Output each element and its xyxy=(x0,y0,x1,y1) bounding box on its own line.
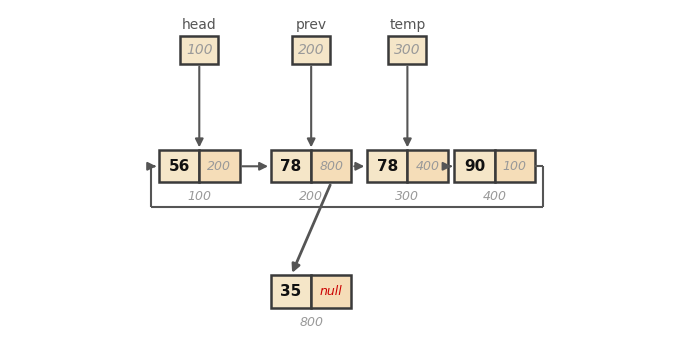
FancyBboxPatch shape xyxy=(454,150,495,182)
FancyBboxPatch shape xyxy=(292,36,330,64)
FancyBboxPatch shape xyxy=(180,36,219,64)
FancyBboxPatch shape xyxy=(388,36,427,64)
Text: 800: 800 xyxy=(299,316,323,329)
Text: 78: 78 xyxy=(280,159,301,174)
Text: 78: 78 xyxy=(377,159,398,174)
FancyBboxPatch shape xyxy=(271,275,311,308)
Text: 400: 400 xyxy=(483,190,507,203)
Text: 100: 100 xyxy=(186,43,212,57)
Text: 35: 35 xyxy=(280,284,301,299)
Text: prev: prev xyxy=(296,18,327,31)
Text: 100: 100 xyxy=(503,160,527,173)
Text: head: head xyxy=(182,18,216,31)
Text: null: null xyxy=(320,285,342,298)
Text: 200: 200 xyxy=(299,190,323,203)
FancyBboxPatch shape xyxy=(367,150,408,182)
FancyBboxPatch shape xyxy=(271,150,311,182)
FancyBboxPatch shape xyxy=(408,150,448,182)
FancyBboxPatch shape xyxy=(311,150,351,182)
FancyBboxPatch shape xyxy=(495,150,535,182)
Text: 90: 90 xyxy=(464,159,485,174)
Text: 400: 400 xyxy=(416,160,440,173)
FancyBboxPatch shape xyxy=(159,150,199,182)
Text: 200: 200 xyxy=(208,160,232,173)
FancyBboxPatch shape xyxy=(199,150,240,182)
Text: 56: 56 xyxy=(169,159,190,174)
Text: 100: 100 xyxy=(187,190,211,203)
Text: 800: 800 xyxy=(319,160,343,173)
Text: 300: 300 xyxy=(395,190,419,203)
Text: 300: 300 xyxy=(394,43,421,57)
Text: 200: 200 xyxy=(298,43,325,57)
Text: temp: temp xyxy=(389,18,425,31)
FancyBboxPatch shape xyxy=(311,275,351,308)
